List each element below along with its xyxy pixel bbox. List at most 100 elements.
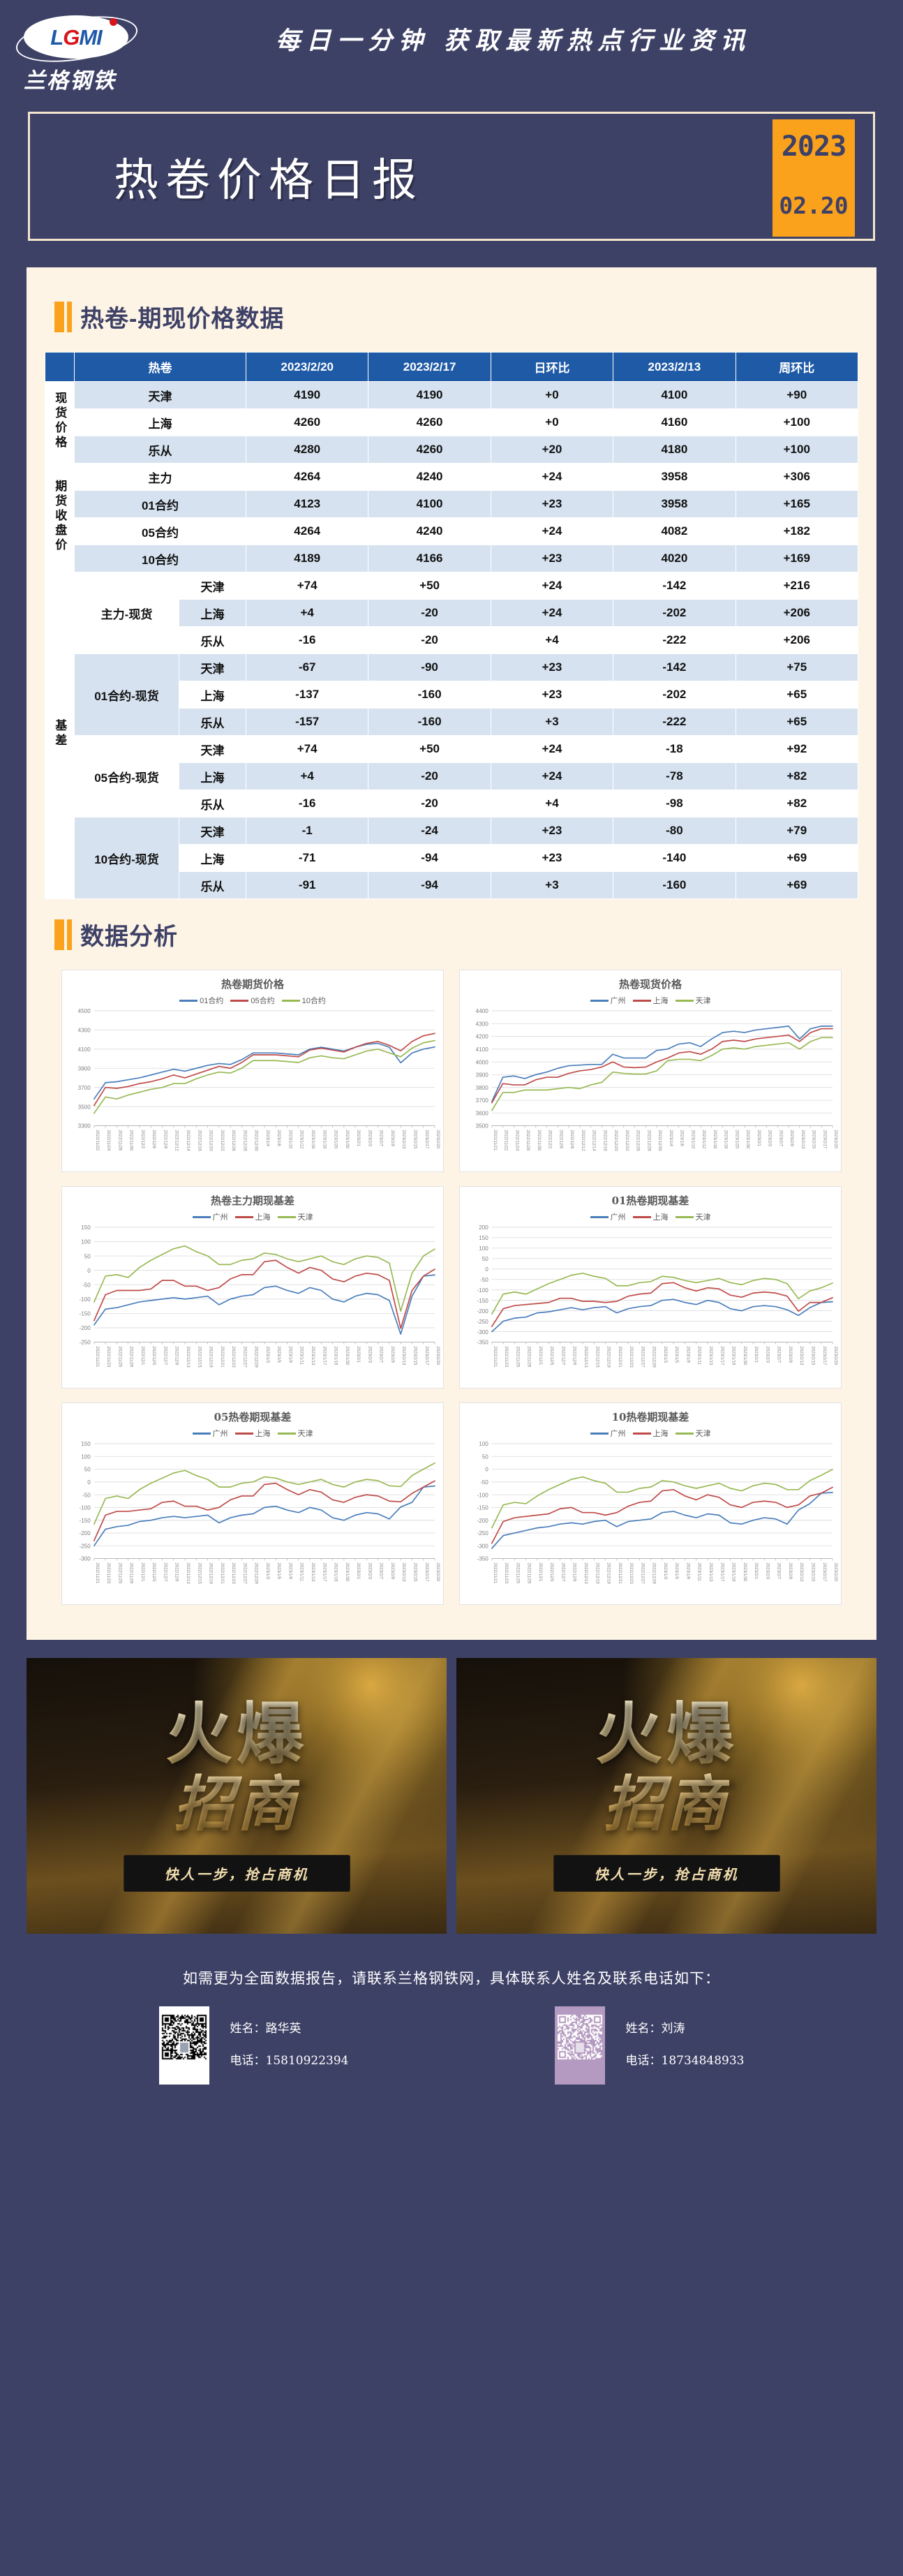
cell-d20: +74 <box>245 735 369 763</box>
promo-inner: 火爆 招商 快人一步，抢占商机 <box>27 1658 447 1934</box>
promo-banner-0[interactable]: 火爆 招商 快人一步，抢占商机 <box>27 1658 447 1934</box>
svg-text:2023/1/4: 2023/1/4 <box>669 1130 673 1147</box>
svg-text:2023/1/3: 2023/1/3 <box>265 1347 269 1363</box>
promo-cta-button[interactable]: 快人一步，抢占商机 <box>123 1854 350 1892</box>
legend-label: 天津 <box>297 1213 313 1222</box>
legend-item-1: 05合约 <box>230 995 275 1006</box>
svg-text:2023/1/13: 2023/1/13 <box>311 1563 315 1582</box>
svg-text:2023/1/16: 2023/1/16 <box>712 1130 717 1149</box>
svg-text:2023/1/30: 2023/1/30 <box>742 1347 747 1365</box>
cell-dod: +20 <box>490 436 614 464</box>
svg-text:2023/1/9: 2023/1/9 <box>288 1347 292 1363</box>
svg-text:2023/2/13: 2023/2/13 <box>401 1563 405 1582</box>
svg-text:2023/2/3: 2023/2/3 <box>768 1130 772 1147</box>
svg-text:2022/11/25: 2022/11/25 <box>117 1347 121 1368</box>
basis-city: 天津 <box>179 653 246 681</box>
promo-headline: 火爆 <box>165 1697 308 1772</box>
contacts-row: 姓名：路华英 电话：15810922394 姓名：刘涛 电话：18734848933 <box>28 2006 875 2085</box>
qr-code-1[interactable] <box>554 2006 605 2085</box>
svg-text:2023/2/13: 2023/2/13 <box>800 1130 805 1149</box>
basis-side-label: 基差 <box>45 572 75 899</box>
cell-dod: +23 <box>490 545 614 572</box>
svg-text:2022/11/23: 2022/11/23 <box>106 1347 110 1368</box>
svg-text:2022/12/21: 2022/12/21 <box>618 1563 622 1585</box>
svg-text:2022/11/29: 2022/11/29 <box>527 1563 531 1584</box>
legend-item-1: 上海 <box>234 1211 271 1222</box>
svg-text:2023/2/7: 2023/2/7 <box>379 1563 383 1580</box>
table-row: 乐从 -16 -20 +4 -222 +206 <box>45 626 859 654</box>
contact-phone: 电话：15810922394 <box>230 2054 349 2068</box>
svg-text:2022/12/13: 2022/12/13 <box>186 1347 190 1368</box>
table-row: 乐从 -91 -94 +3 -160 +69 <box>45 871 859 899</box>
svg-text:2023/2/13: 2023/2/13 <box>401 1130 405 1149</box>
svg-text:2023/1/5: 2023/1/5 <box>674 1347 678 1363</box>
cell-d13: -80 <box>613 817 736 845</box>
cell-d13: 3958 <box>613 490 736 518</box>
chart-card-1: 热卷现货价格 广州 上海 天津 3500 3600 3700 3800 3900 4000 4100… <box>459 970 842 1172</box>
chart-legend-2: 广州 上海 天津 <box>62 1211 443 1222</box>
cell-dod: +23 <box>490 681 614 709</box>
svg-text:2022/12/27: 2022/12/27 <box>640 1563 644 1585</box>
legend-swatch-icon <box>632 999 651 1002</box>
svg-text:2022/11/25: 2022/11/25 <box>515 1347 519 1368</box>
table-row: 01合约-现货 天津 -67 -90 +23 -142 +75 <box>45 653 859 736</box>
table-header-row: 热卷 2023/2/20 2023/2/17 日环比 2023/2/13 周环比 <box>45 352 859 382</box>
group-side-label-text: 现货价格 <box>53 391 67 450</box>
chart-legend-3: 广州 上海 天津 <box>460 1211 841 1222</box>
svg-text:4300: 4300 <box>78 1028 91 1034</box>
svg-text:2022/12/21: 2022/12/21 <box>220 1347 224 1368</box>
title-banner: 热卷价格日报 2023 02.20 <box>28 112 875 241</box>
section-header-price: 热卷-期现价格数据 <box>54 299 858 334</box>
svg-text:150: 150 <box>81 1441 91 1447</box>
brand-logo: LGMI 兰格钢铁 <box>24 15 149 94</box>
promo-subheadline: 招商 <box>604 1771 729 1839</box>
promo-banner-1[interactable]: 火爆 招商 快人一步，抢占商机 <box>456 1658 876 1934</box>
price-data-table: 热卷 2023/2/20 2023/2/17 日环比 2023/2/13 周环比 现货价格… <box>45 352 859 899</box>
chart-title-0: 热卷期货价格 <box>221 978 284 991</box>
legend-label: 广州 <box>212 1213 228 1222</box>
svg-text:2023/2/9: 2023/2/9 <box>788 1347 792 1363</box>
basis-city: 天津 <box>179 817 246 845</box>
qr-code-0[interactable] <box>158 2006 209 2085</box>
svg-text:0: 0 <box>87 1479 91 1486</box>
legend-label: 广州 <box>212 1430 228 1438</box>
svg-text:2022/11/21: 2022/11/21 <box>95 1563 99 1584</box>
table-row: 10合约 4189 4166 +23 4020 +169 <box>45 545 859 572</box>
svg-text:2022/12/30: 2022/12/30 <box>254 1130 258 1152</box>
svg-text:2022/12/23: 2022/12/23 <box>231 1563 235 1585</box>
svg-text:-100: -100 <box>80 1505 91 1511</box>
svg-text:100: 100 <box>81 1453 91 1460</box>
cell-dod: +4 <box>490 626 614 654</box>
cell-d13: -98 <box>613 790 736 817</box>
svg-text:3600: 3600 <box>476 1110 489 1116</box>
svg-text:2023/1/11: 2023/1/11 <box>299 1563 304 1582</box>
date-day: 02.20 <box>773 174 855 237</box>
svg-text:2022/12/16: 2022/12/16 <box>602 1130 606 1152</box>
promo-cta-button[interactable]: 快人一步，抢占商机 <box>553 1854 780 1892</box>
svg-text:-350: -350 <box>477 1340 489 1346</box>
svg-text:2022/12/12: 2022/12/12 <box>581 1130 585 1152</box>
table-col-header-2: 2023/2/20 <box>245 352 369 382</box>
chart-title-3: 01热卷期现基差 <box>611 1194 689 1207</box>
svg-text:3700: 3700 <box>476 1097 489 1104</box>
cell-dod: +0 <box>490 408 614 436</box>
svg-text:2023/1/19: 2023/1/19 <box>334 1347 338 1365</box>
table-col-header-5: 2023/2/13 <box>613 352 736 382</box>
svg-text:2022/12/28: 2022/12/28 <box>242 1130 246 1152</box>
cell-d20: +4 <box>245 599 369 627</box>
svg-text:2023/1/17: 2023/1/17 <box>322 1347 326 1365</box>
svg-text:2022/12/27: 2022/12/27 <box>242 1347 246 1368</box>
legend-swatch-icon <box>675 1215 694 1218</box>
svg-text:2022/12/2: 2022/12/2 <box>140 1130 144 1149</box>
svg-text:3500: 3500 <box>78 1104 91 1110</box>
legend-swatch-icon <box>675 1432 694 1435</box>
svg-text:2022/12/6: 2022/12/6 <box>151 1130 156 1149</box>
svg-text:2022/12/29: 2022/12/29 <box>254 1347 258 1368</box>
legend-item-2: 天津 <box>277 1428 313 1439</box>
svg-text:-250: -250 <box>477 1319 489 1325</box>
legend-label: 广州 <box>610 1213 626 1222</box>
svg-text:4400: 4400 <box>476 1008 489 1014</box>
cell-dod: +3 <box>490 708 614 736</box>
cell-d20: 4280 <box>245 436 369 464</box>
svg-text:2022/12/29: 2022/12/29 <box>652 1347 656 1368</box>
